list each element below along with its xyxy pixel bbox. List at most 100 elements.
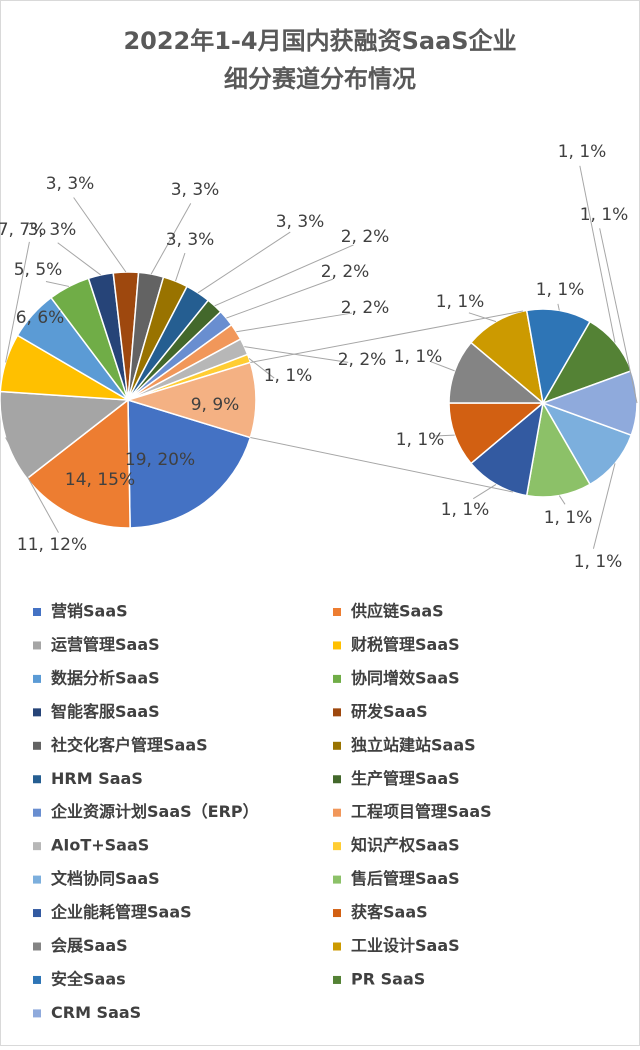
legend-swatch bbox=[33, 608, 41, 616]
leader-line bbox=[468, 312, 497, 323]
legend-swatch bbox=[33, 741, 41, 750]
legend-swatch bbox=[33, 708, 41, 717]
data-label: 1, 1% bbox=[574, 552, 623, 572]
legend-label: 文档协同SaaS bbox=[51, 869, 160, 888]
legend-label: 智能客服SaaS bbox=[51, 702, 160, 721]
leader-line bbox=[226, 278, 334, 319]
data-label: 2, 2% bbox=[338, 350, 387, 370]
legend-label: 会展SaaS bbox=[51, 936, 128, 955]
leader-line bbox=[433, 434, 455, 437]
legend-swatch bbox=[33, 875, 41, 884]
pie-slice bbox=[0, 390, 131, 480]
leader-line bbox=[197, 231, 291, 294]
leader-line bbox=[248, 358, 275, 379]
connector-line bbox=[250, 437, 514, 493]
data-label: 1, 1% bbox=[264, 366, 313, 386]
pie-slice bbox=[448, 341, 546, 404]
leader-line bbox=[45, 281, 70, 287]
legend-swatch bbox=[333, 975, 341, 984]
legend-swatch bbox=[333, 842, 341, 851]
leader-line bbox=[599, 228, 638, 404]
leader-line bbox=[557, 303, 560, 311]
leader-line bbox=[236, 312, 353, 333]
legend-swatch bbox=[33, 808, 41, 817]
legend-swatch bbox=[33, 975, 41, 984]
data-label: 3, 3% bbox=[171, 180, 220, 200]
data-label: 1, 1% bbox=[544, 508, 593, 528]
pie-slice bbox=[127, 398, 252, 529]
pie-slice bbox=[469, 309, 545, 405]
legend-label: 财税管理SaaS bbox=[350, 635, 460, 654]
pie-slice bbox=[469, 401, 545, 497]
legend-swatch bbox=[333, 909, 341, 918]
data-label: 3, 3% bbox=[46, 174, 95, 194]
data-label: 3, 3% bbox=[28, 220, 77, 240]
legend-swatch bbox=[33, 775, 41, 784]
legend-label: 生产管理SaaS bbox=[351, 769, 460, 788]
legend-swatch bbox=[333, 674, 341, 683]
data-label: 9, 9% bbox=[191, 395, 240, 415]
legend-swatch bbox=[33, 909, 41, 918]
legend-label: 运营管理SaaS bbox=[51, 635, 160, 654]
data-label: 2, 2% bbox=[321, 262, 370, 282]
leader-line bbox=[175, 252, 186, 282]
legend-label: 企业资源计划SaaS（ERP） bbox=[50, 802, 259, 821]
leader-line bbox=[5, 241, 30, 363]
data-label: 2, 2% bbox=[341, 227, 390, 247]
legend-label: 知识产权SaaS bbox=[351, 836, 460, 855]
legend-swatch bbox=[33, 942, 41, 951]
legend-swatch bbox=[33, 674, 41, 683]
legend-swatch bbox=[333, 708, 341, 717]
legend-swatch bbox=[333, 875, 341, 884]
legend-swatch bbox=[33, 842, 41, 851]
legend-swatch bbox=[333, 608, 341, 616]
data-label: 1, 1% bbox=[558, 142, 607, 162]
pie-slice bbox=[125, 361, 257, 439]
legend-swatch bbox=[33, 641, 41, 650]
legend-label: 数据分析SaaS bbox=[51, 668, 160, 687]
data-label: 1, 1% bbox=[441, 500, 490, 520]
legend-label: 研发SaaS bbox=[351, 702, 428, 721]
data-label: 1, 1% bbox=[536, 280, 585, 300]
legend-label: 企业能耗管理SaaS bbox=[50, 903, 192, 922]
data-label: 1, 1% bbox=[394, 347, 443, 367]
pie-slice bbox=[541, 320, 633, 405]
data-label: 1, 1% bbox=[396, 430, 445, 450]
legend-swatch bbox=[33, 1009, 41, 1018]
leader-line bbox=[579, 165, 616, 343]
data-label: 19, 20% bbox=[125, 450, 195, 470]
leader-line bbox=[592, 463, 616, 549]
data-label: 2, 2% bbox=[341, 298, 390, 318]
leader-line bbox=[150, 203, 192, 275]
pie-slice bbox=[541, 401, 633, 486]
data-label: 1, 1% bbox=[436, 292, 485, 312]
data-label: 3, 3% bbox=[276, 212, 325, 232]
legend-label: 营销SaaS bbox=[51, 602, 128, 621]
data-label: 7, 7% bbox=[0, 220, 46, 240]
legend-label: 协同增效SaaS bbox=[351, 668, 460, 687]
leader-line bbox=[73, 197, 127, 273]
leader-line bbox=[244, 346, 349, 363]
legend-label: 独立站建站SaaS bbox=[351, 735, 476, 754]
legend-label: 供应链SaaS bbox=[350, 602, 444, 621]
legend-label: 工业设计SaaS bbox=[351, 936, 460, 955]
data-label: 6, 6% bbox=[16, 308, 65, 328]
legend-label: AIoT+SaaS bbox=[51, 836, 149, 855]
pie-slice bbox=[448, 402, 546, 465]
data-label: 14, 15% bbox=[65, 470, 135, 490]
chart-title: 细分赛道分布情况 bbox=[224, 65, 416, 93]
legend-swatch bbox=[333, 641, 341, 650]
chart-title: 2022年1-4月国内获融资SaaS企业 bbox=[123, 27, 516, 55]
pie-slice bbox=[525, 400, 592, 498]
legend-swatch bbox=[333, 775, 341, 784]
data-label: 11, 12% bbox=[17, 535, 87, 555]
legend-label: 售后管理SaaS bbox=[351, 869, 460, 888]
pie-slice bbox=[525, 308, 592, 406]
legend-label: 安全Saas bbox=[51, 969, 126, 988]
legend-label: HRM SaaS bbox=[51, 769, 143, 788]
legend-label: CRM SaaS bbox=[51, 1003, 141, 1022]
data-label: 3, 3% bbox=[166, 230, 215, 250]
legend-label: 获客SaaS bbox=[351, 903, 428, 922]
legend-label: PR SaaS bbox=[351, 969, 425, 988]
